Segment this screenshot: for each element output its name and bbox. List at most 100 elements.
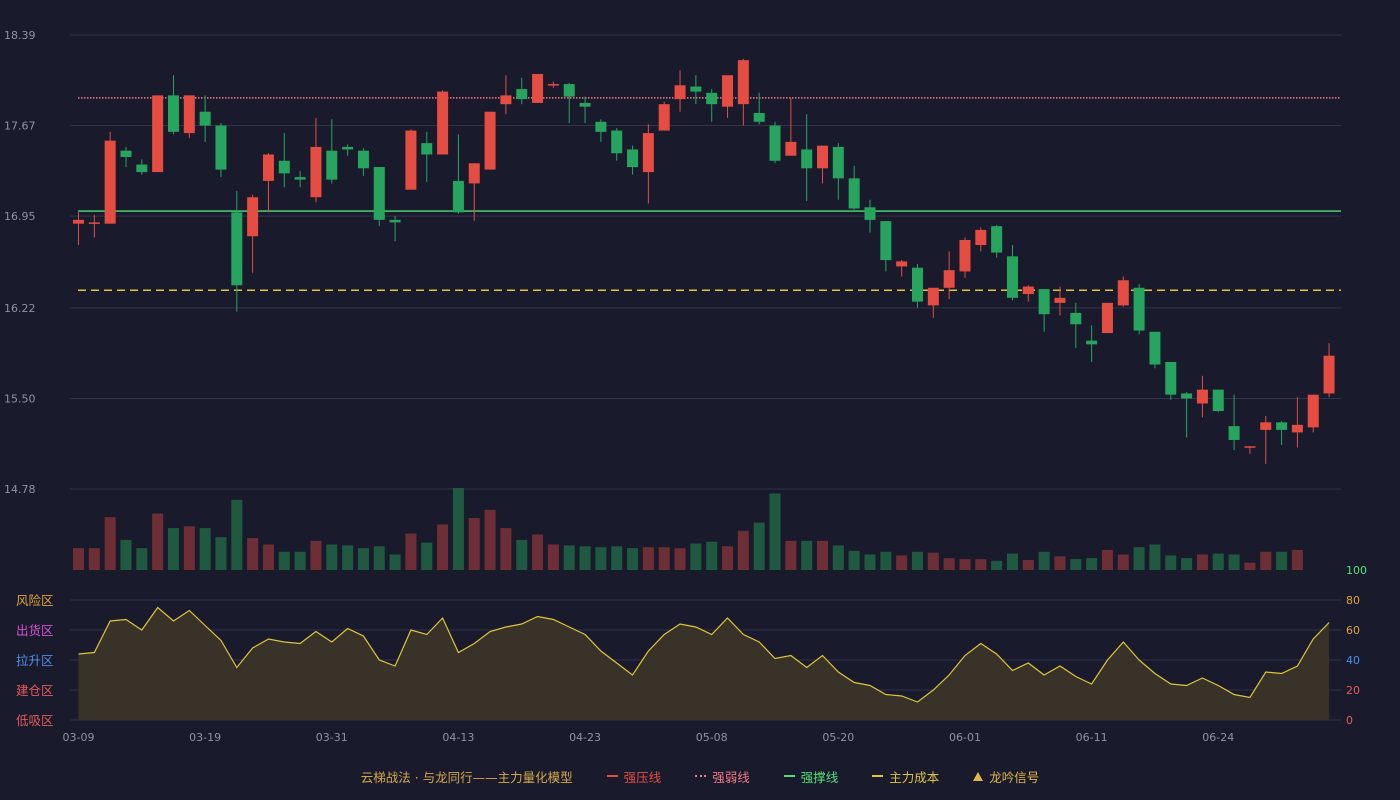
candle — [975, 227, 987, 252]
candle — [389, 216, 401, 242]
candle-body — [405, 130, 417, 190]
x-tick-label: 04-23 — [569, 731, 601, 744]
volume-bar — [658, 547, 670, 570]
candle-body — [674, 85, 686, 100]
candle — [516, 77, 528, 105]
candle — [848, 165, 860, 210]
candle-body — [1276, 422, 1288, 430]
candle — [753, 92, 765, 125]
volume-bar — [104, 517, 116, 570]
volume-panel — [73, 488, 1303, 570]
candle-body — [959, 239, 971, 272]
x-tick-label: 03-09 — [63, 731, 95, 744]
candle — [167, 75, 179, 135]
volume-bar — [468, 518, 480, 570]
candle-body — [1117, 280, 1129, 306]
candle — [500, 75, 512, 115]
candle-body — [357, 150, 369, 169]
legend-item-strong-support[interactable]: 强撑线 — [783, 767, 838, 786]
candle — [563, 82, 575, 124]
legend-swatch-strong-support — [783, 775, 795, 777]
candle-body — [421, 143, 433, 155]
volume-bar — [1196, 554, 1208, 570]
candle-body — [1070, 312, 1082, 325]
candle — [832, 143, 844, 200]
volume-bar — [911, 551, 923, 570]
candle-body — [73, 219, 84, 224]
volume-bar — [326, 544, 338, 570]
candle-body — [1196, 389, 1208, 404]
legend-label-weak-line: 强弱线 — [712, 769, 750, 785]
candle — [911, 263, 923, 308]
volume-bar — [864, 554, 876, 570]
candle-body — [975, 229, 987, 246]
x-axis: 03-09 03-19 03-31 04-13 04-23 05-08 05-20 06-01… — [63, 731, 1235, 744]
candle — [88, 214, 100, 238]
candle — [1244, 446, 1256, 454]
candle — [991, 224, 1003, 258]
volume-bar — [1291, 549, 1303, 570]
candle-body — [1038, 289, 1050, 315]
candle-body — [120, 150, 132, 157]
candle — [452, 134, 464, 214]
indicator-line — [78, 606, 1330, 703]
volume-bar — [1260, 551, 1272, 570]
candle-body — [769, 125, 781, 161]
candle — [405, 129, 417, 190]
volume-bar — [737, 530, 749, 570]
legend-item-strong-pressure[interactable]: 强压线 — [606, 767, 661, 786]
candle — [1086, 325, 1098, 362]
candle-body — [991, 226, 1003, 253]
candle-body — [690, 86, 702, 92]
candle-body — [389, 219, 401, 223]
candle-body — [500, 95, 512, 105]
candle — [421, 131, 433, 183]
volume-bar — [579, 546, 591, 570]
candle — [880, 221, 892, 272]
stock-chart: 18.39 17.67 16.95 16.22 15.50 14.78 100 80 60 40 2… — [4, 29, 1367, 744]
volume-bar — [975, 559, 987, 570]
price-tick-label: 15.50 — [4, 392, 36, 405]
candle-body — [658, 104, 670, 131]
volume-bar — [642, 547, 654, 570]
candle-body — [627, 149, 639, 168]
candle — [310, 118, 322, 203]
candle-body — [1244, 446, 1256, 448]
volume-bar — [357, 548, 369, 570]
price-tick-label: 18.39 — [4, 29, 36, 42]
candle — [674, 70, 686, 112]
candle-body — [848, 178, 860, 209]
candle — [1149, 331, 1161, 369]
candle-body — [1228, 426, 1240, 440]
candle-body — [801, 149, 813, 169]
legend-item-weak-line[interactable]: 强弱线 — [695, 767, 750, 786]
candle-body — [373, 167, 385, 220]
indicator-zone-label: 低吸区 — [16, 713, 54, 728]
candle — [611, 128, 623, 161]
indicator-zone-label: 拉升区 — [16, 653, 54, 668]
candle — [1228, 394, 1240, 451]
candle-body — [1054, 297, 1066, 303]
candle-body — [642, 133, 654, 173]
triangle-icon — [973, 771, 984, 781]
volume-bar — [1212, 553, 1224, 570]
candle — [437, 90, 449, 155]
indicator-zone-label: 建仓区 — [16, 683, 54, 698]
candle-body — [183, 95, 195, 134]
volume-bar — [1054, 556, 1066, 570]
candle — [1196, 375, 1208, 418]
volume-bar — [532, 534, 544, 570]
candle-body — [547, 84, 559, 86]
volume-bar — [1117, 554, 1129, 570]
price-tick-label: 17.67 — [4, 120, 36, 133]
candle — [326, 119, 338, 184]
price-panel: 18.39 17.67 16.95 16.22 15.50 14.78 — [4, 29, 1341, 496]
chart-legend: 云梯战法 · 与龙同行——主力量化模型 强压线 强弱线 强撑线 主力成本 龙吟信… — [0, 766, 1400, 786]
candle-body — [563, 84, 575, 97]
volume-bar — [247, 538, 259, 570]
candle-body — [152, 95, 164, 173]
volume-bar — [152, 513, 164, 570]
legend-item-main-cost[interactable]: 主力成本 — [872, 767, 939, 786]
legend-item-dragon-signal[interactable]: 龙吟信号 — [973, 767, 1039, 786]
candle — [1101, 302, 1113, 334]
